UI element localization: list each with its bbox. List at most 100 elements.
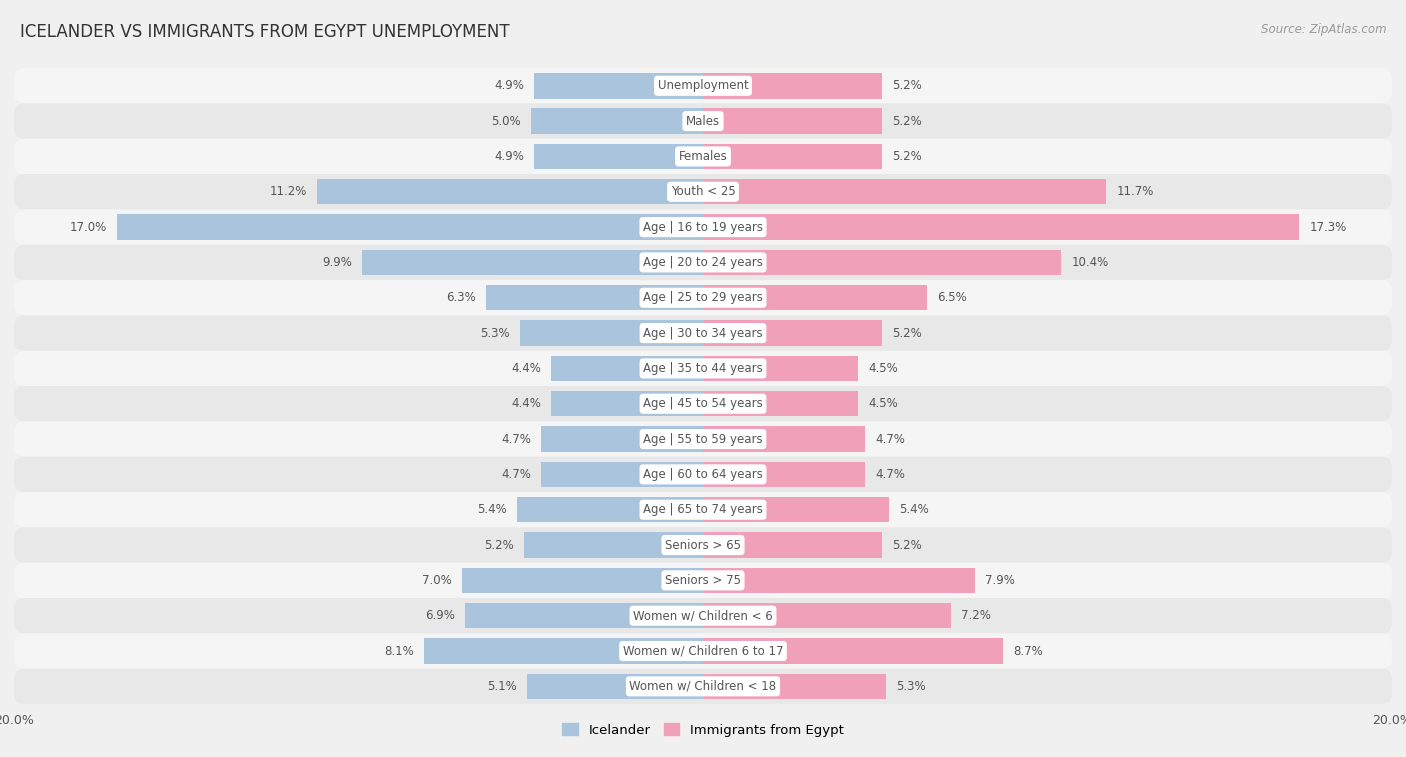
FancyBboxPatch shape (14, 492, 1392, 528)
Text: 4.9%: 4.9% (494, 150, 524, 163)
Text: Age | 30 to 34 years: Age | 30 to 34 years (643, 326, 763, 340)
Text: 10.4%: 10.4% (1071, 256, 1109, 269)
Text: 6.9%: 6.9% (425, 609, 456, 622)
Bar (703, 108, 882, 134)
Text: 5.2%: 5.2% (893, 114, 922, 128)
Text: 4.4%: 4.4% (512, 362, 541, 375)
Text: 5.3%: 5.3% (896, 680, 925, 693)
Bar (361, 250, 703, 275)
Bar (703, 320, 882, 346)
Bar (703, 568, 976, 593)
Text: 4.4%: 4.4% (512, 397, 541, 410)
Bar (703, 144, 882, 169)
FancyBboxPatch shape (14, 634, 1392, 668)
Text: Females: Females (679, 150, 727, 163)
Bar (534, 73, 703, 98)
Text: 6.3%: 6.3% (446, 291, 475, 304)
Bar (486, 285, 703, 310)
Text: 9.9%: 9.9% (322, 256, 352, 269)
FancyBboxPatch shape (14, 528, 1392, 562)
Text: Source: ZipAtlas.com: Source: ZipAtlas.com (1261, 23, 1386, 36)
FancyBboxPatch shape (14, 562, 1392, 598)
Bar (703, 638, 1002, 664)
Text: Women w/ Children < 18: Women w/ Children < 18 (630, 680, 776, 693)
Text: Women w/ Children < 6: Women w/ Children < 6 (633, 609, 773, 622)
Text: 11.2%: 11.2% (270, 185, 307, 198)
Text: Age | 20 to 24 years: Age | 20 to 24 years (643, 256, 763, 269)
Bar (117, 214, 703, 240)
Text: 7.2%: 7.2% (962, 609, 991, 622)
Text: 5.2%: 5.2% (893, 326, 922, 340)
Text: Age | 65 to 74 years: Age | 65 to 74 years (643, 503, 763, 516)
Text: 5.3%: 5.3% (481, 326, 510, 340)
FancyBboxPatch shape (14, 280, 1392, 316)
Bar (520, 320, 703, 346)
Text: 5.1%: 5.1% (488, 680, 517, 693)
Text: 4.7%: 4.7% (501, 432, 531, 446)
Bar (703, 356, 858, 381)
Text: 5.2%: 5.2% (484, 538, 513, 552)
Bar (524, 532, 703, 558)
Bar (703, 462, 865, 487)
Bar (551, 356, 703, 381)
Text: Males: Males (686, 114, 720, 128)
Text: Seniors > 75: Seniors > 75 (665, 574, 741, 587)
FancyBboxPatch shape (14, 316, 1392, 350)
Bar (703, 214, 1299, 240)
FancyBboxPatch shape (14, 68, 1392, 104)
Bar (527, 674, 703, 699)
Text: Age | 60 to 64 years: Age | 60 to 64 years (643, 468, 763, 481)
Text: 4.5%: 4.5% (869, 362, 898, 375)
Text: 4.7%: 4.7% (875, 468, 905, 481)
Text: 6.5%: 6.5% (938, 291, 967, 304)
Text: 5.2%: 5.2% (893, 150, 922, 163)
Bar (703, 73, 882, 98)
Text: 17.0%: 17.0% (70, 220, 107, 234)
Text: Age | 16 to 19 years: Age | 16 to 19 years (643, 220, 763, 234)
Text: 17.3%: 17.3% (1309, 220, 1347, 234)
Bar (531, 108, 703, 134)
Bar (541, 462, 703, 487)
Bar (551, 391, 703, 416)
FancyBboxPatch shape (14, 422, 1392, 456)
FancyBboxPatch shape (14, 210, 1392, 245)
Bar (703, 497, 889, 522)
Bar (703, 250, 1062, 275)
Bar (541, 426, 703, 452)
FancyBboxPatch shape (14, 174, 1392, 210)
Bar (703, 179, 1107, 204)
Text: 4.7%: 4.7% (501, 468, 531, 481)
Text: 5.2%: 5.2% (893, 79, 922, 92)
Bar (517, 497, 703, 522)
Text: 4.7%: 4.7% (875, 432, 905, 446)
Legend: Icelander, Immigrants from Egypt: Icelander, Immigrants from Egypt (557, 718, 849, 742)
FancyBboxPatch shape (14, 104, 1392, 139)
Text: ICELANDER VS IMMIGRANTS FROM EGYPT UNEMPLOYMENT: ICELANDER VS IMMIGRANTS FROM EGYPT UNEMP… (20, 23, 509, 41)
Bar (465, 603, 703, 628)
FancyBboxPatch shape (14, 598, 1392, 634)
FancyBboxPatch shape (14, 668, 1392, 704)
FancyBboxPatch shape (14, 350, 1392, 386)
Text: 5.4%: 5.4% (477, 503, 506, 516)
Text: Age | 25 to 29 years: Age | 25 to 29 years (643, 291, 763, 304)
Bar (703, 426, 865, 452)
Bar (703, 603, 950, 628)
FancyBboxPatch shape (14, 456, 1392, 492)
Text: 8.7%: 8.7% (1012, 644, 1043, 658)
Text: 4.9%: 4.9% (494, 79, 524, 92)
FancyBboxPatch shape (14, 139, 1392, 174)
Bar (461, 568, 703, 593)
Bar (703, 391, 858, 416)
FancyBboxPatch shape (14, 245, 1392, 280)
Text: Age | 35 to 44 years: Age | 35 to 44 years (643, 362, 763, 375)
Text: Age | 45 to 54 years: Age | 45 to 54 years (643, 397, 763, 410)
Bar (703, 285, 927, 310)
Bar (703, 532, 882, 558)
Bar (534, 144, 703, 169)
Text: 4.5%: 4.5% (869, 397, 898, 410)
Text: Age | 55 to 59 years: Age | 55 to 59 years (643, 432, 763, 446)
Text: 11.7%: 11.7% (1116, 185, 1154, 198)
Text: Youth < 25: Youth < 25 (671, 185, 735, 198)
Text: Unemployment: Unemployment (658, 79, 748, 92)
Bar (703, 674, 886, 699)
